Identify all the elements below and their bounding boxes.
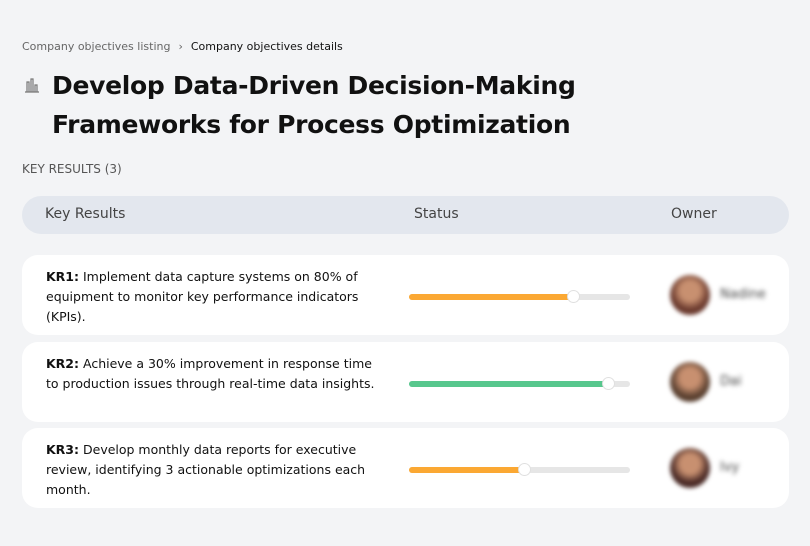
progress-handle[interactable] — [566, 290, 580, 303]
progress-handle[interactable] — [517, 463, 531, 476]
key-result-row[interactable]: KR2: Achieve a 30% improvement in respon… — [22, 342, 789, 422]
progress-fill — [409, 294, 573, 300]
header-key-results: Key Results — [45, 206, 126, 222]
bar-chart-icon — [25, 78, 39, 93]
progress-bar[interactable] — [409, 377, 630, 390]
progress-fill — [409, 467, 524, 473]
progress-bar[interactable] — [409, 290, 630, 303]
key-results-count: KEY RESULTS (3) — [22, 162, 122, 176]
key-result-id: KR2: — [46, 356, 80, 371]
header-owner: Owner — [671, 206, 717, 222]
key-result-description: Achieve a 30% improvement in response ti… — [46, 356, 375, 391]
owner-name: Nadine — [720, 287, 766, 302]
breadcrumb-parent-link[interactable]: Company objectives listing — [22, 40, 171, 53]
owner-name: Dai — [720, 374, 742, 389]
breadcrumb: Company objectives listing › Company obj… — [22, 40, 343, 53]
key-result-text: KR3: Develop monthly data reports for ex… — [46, 440, 376, 500]
table-header: Key Results Status Owner — [22, 196, 789, 234]
key-result-row[interactable]: KR3: Develop monthly data reports for ex… — [22, 428, 789, 508]
key-result-description: Implement data capture systems on 80% of… — [46, 269, 359, 324]
header-status: Status — [414, 206, 459, 222]
key-result-row[interactable]: KR1: Implement data capture systems on 8… — [22, 255, 789, 335]
owner-avatar — [670, 362, 710, 402]
key-result-text: KR1: Implement data capture systems on 8… — [46, 267, 376, 327]
progress-bar[interactable] — [409, 463, 630, 476]
owner-avatar — [670, 448, 710, 488]
page-header: Develop Data-Driven Decision-Making Fram… — [22, 66, 612, 144]
progress-fill — [409, 381, 608, 387]
key-result-description: Develop monthly data reports for executi… — [46, 442, 366, 497]
key-result-id: KR3: — [46, 442, 80, 457]
owner-avatar — [670, 275, 710, 315]
chevron-right-icon: › — [178, 40, 183, 53]
page-title: Develop Data-Driven Decision-Making Fram… — [52, 71, 576, 139]
key-result-text: KR2: Achieve a 30% improvement in respon… — [46, 354, 376, 394]
key-result-id: KR1: — [46, 269, 80, 284]
breadcrumb-current: Company objectives details — [190, 40, 343, 53]
progress-handle[interactable] — [601, 377, 615, 390]
owner-name: Ivy — [720, 460, 740, 475]
